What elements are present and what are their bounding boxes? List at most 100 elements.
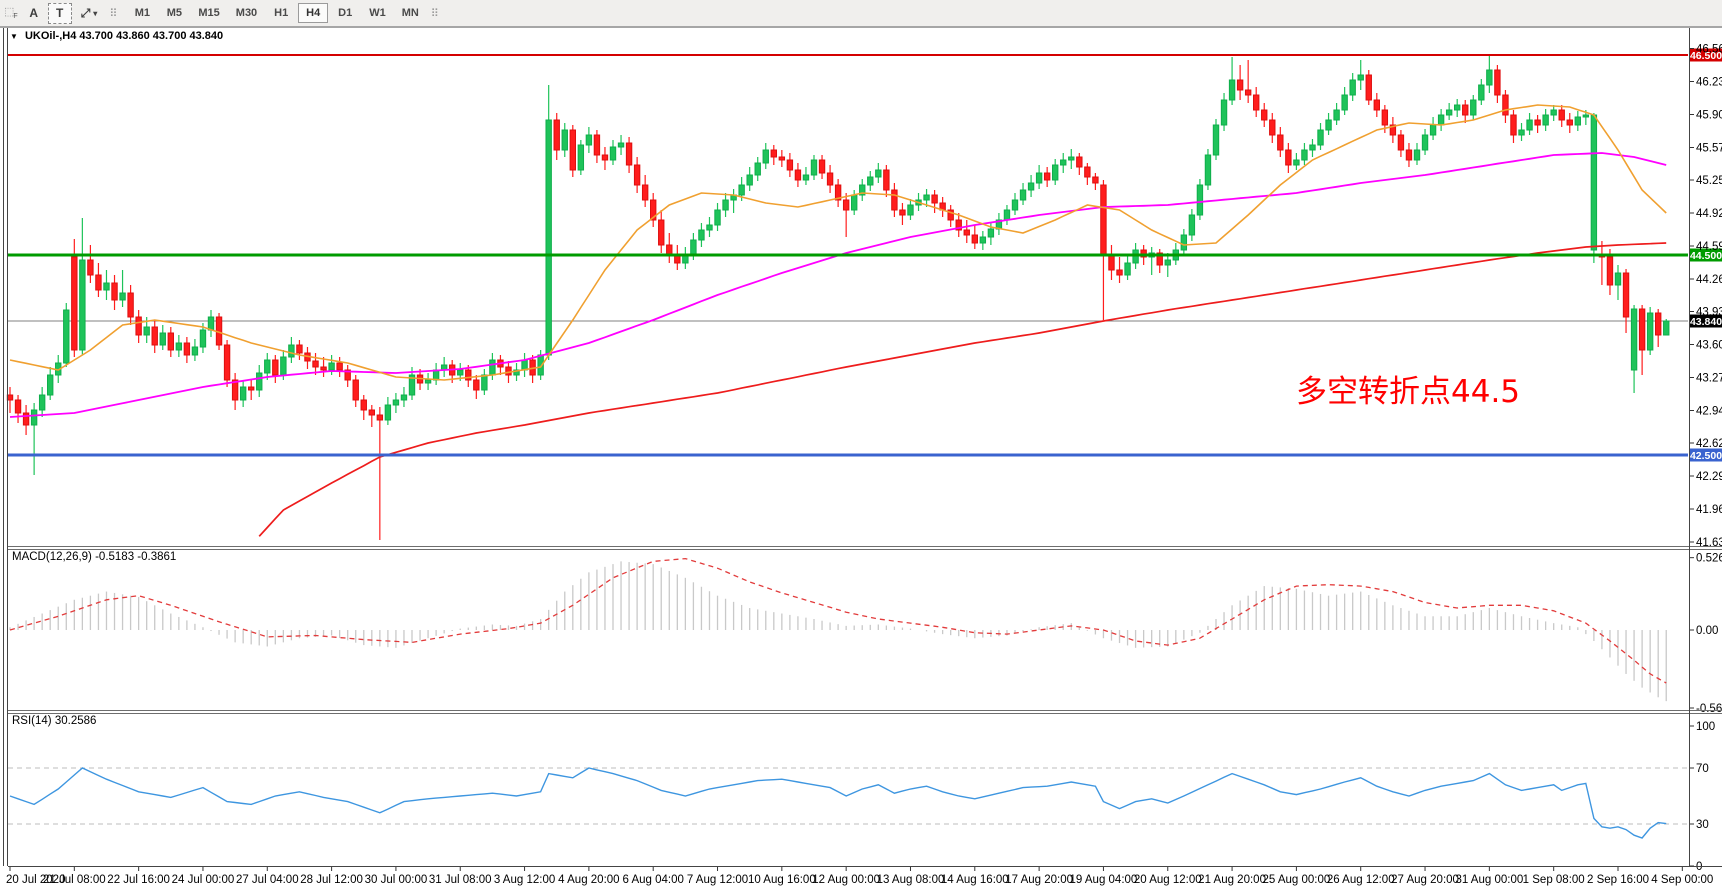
svg-text:44.260: 44.260 bbox=[1696, 274, 1722, 286]
timeframe-button-w1[interactable]: W1 bbox=[362, 3, 393, 23]
chart-title[interactable]: ▼ UKOil-,H4 43.700 43.860 43.700 43.840 bbox=[10, 30, 223, 42]
chart-text-annotation[interactable]: 多空转折点44.5 bbox=[1296, 374, 1521, 410]
svg-text:25 Aug 00:00: 25 Aug 00:00 bbox=[1263, 874, 1331, 886]
symbol-period-label: UKOil-,H4 bbox=[24, 30, 77, 42]
svg-text:41.630: 41.630 bbox=[1696, 537, 1722, 549]
svg-text:43.840: 43.840 bbox=[1690, 316, 1722, 328]
main-price-panel: 46.500 44.500 42.500 43.840 bbox=[6, 48, 1722, 540]
svg-text:27 Jul 04:00: 27 Jul 04:00 bbox=[236, 874, 299, 886]
svg-text:-0.5681: -0.5681 bbox=[1696, 703, 1722, 715]
svg-text:27 Aug 20:00: 27 Aug 20:00 bbox=[1391, 874, 1459, 886]
macd-name: MACD(12,26,9) bbox=[12, 551, 92, 563]
text-tool-button[interactable]: T bbox=[47, 2, 72, 24]
cursor-arrows-tool-button[interactable]: ⤢ ▾ bbox=[74, 3, 105, 24]
toolbar-grip2-icon[interactable]: ⠿ bbox=[109, 7, 117, 20]
svg-text:43.935: 43.935 bbox=[1696, 307, 1722, 319]
svg-text:42.945: 42.945 bbox=[1696, 406, 1722, 418]
svg-text:41.960: 41.960 bbox=[1696, 504, 1722, 516]
rsi-indicator-label: RSI(14) 30.2586 bbox=[12, 715, 96, 727]
timeframe-button-m1[interactable]: M1 bbox=[127, 3, 157, 23]
svg-text:43.605: 43.605 bbox=[1696, 340, 1722, 352]
svg-text:13 Aug 08:00: 13 Aug 08:00 bbox=[877, 874, 945, 886]
svg-text:42.620: 42.620 bbox=[1696, 438, 1722, 450]
macd-panel: 0.5268 0.00 -0.5681 bbox=[9, 553, 1722, 715]
svg-text:7 Aug 12:00: 7 Aug 12:00 bbox=[687, 874, 748, 886]
panel-borders bbox=[0, 27, 1722, 867]
double-arrow-icon: ⤢ bbox=[80, 5, 91, 20]
symbol-dropdown-icon[interactable]: ▼ bbox=[10, 32, 18, 41]
level-price-badge bbox=[1690, 248, 1722, 262]
svg-text:30: 30 bbox=[1696, 819, 1709, 831]
chart-plot-area[interactable] bbox=[8, 28, 1688, 866]
toolbar: ⬚F A T ⤢ ▾ ⠿ M1 M5 M15 M30 H1 H4 D1 W1 MN ⠿ bbox=[0, 0, 1722, 27]
rsi-line bbox=[9, 767, 1667, 839]
grip-f-label: F bbox=[13, 13, 17, 21]
rsi-panel: 10070300 bbox=[8, 721, 1715, 873]
current-price-badge bbox=[1690, 314, 1722, 328]
macd-signal-line bbox=[9, 557, 1667, 684]
svg-text:44.920: 44.920 bbox=[1696, 208, 1722, 220]
svg-text:70: 70 bbox=[1696, 763, 1709, 775]
svg-text:31 Aug 00:00: 31 Aug 00:00 bbox=[1455, 874, 1523, 886]
ma-slow-line bbox=[258, 242, 1667, 537]
svg-text:17 Aug 20:00: 17 Aug 20:00 bbox=[1005, 874, 1073, 886]
svg-text:45.250: 45.250 bbox=[1696, 175, 1722, 187]
level-price-badge bbox=[1690, 48, 1722, 62]
svg-text:42.500: 42.500 bbox=[1690, 450, 1722, 462]
svg-text:22 Jul 16:00: 22 Jul 16:00 bbox=[107, 874, 170, 886]
svg-text:100: 100 bbox=[1696, 721, 1715, 733]
timeframe-button-m30[interactable]: M30 bbox=[229, 3, 264, 23]
ma-fast-line bbox=[9, 104, 1667, 381]
macd-indicator-label: MACD(12,26,9) -0.5183 -0.3861 bbox=[12, 551, 176, 563]
level-price-badge bbox=[1690, 448, 1722, 462]
svg-text:14 Aug 16:00: 14 Aug 16:00 bbox=[941, 874, 1009, 886]
svg-text:30 Jul 00:00: 30 Jul 00:00 bbox=[365, 874, 428, 886]
svg-text:12 Aug 00:00: 12 Aug 00:00 bbox=[812, 874, 880, 886]
rsi-value: 30.2586 bbox=[54, 715, 97, 727]
timeframe-button-h4[interactable]: H4 bbox=[298, 3, 329, 23]
svg-text:46.565: 46.565 bbox=[1696, 44, 1722, 56]
svg-text:3 Aug 12:00: 3 Aug 12:00 bbox=[494, 874, 555, 886]
svg-text:0.00: 0.00 bbox=[1696, 625, 1718, 637]
svg-text:19 Aug 04:00: 19 Aug 04:00 bbox=[1070, 874, 1138, 886]
svg-text:21 Jul 08:00: 21 Jul 08:00 bbox=[43, 874, 106, 886]
timeframe-button-m5[interactable]: M5 bbox=[159, 3, 189, 23]
svg-text:45.905: 45.905 bbox=[1696, 110, 1722, 122]
svg-text:20 Jul 2020: 20 Jul 2020 bbox=[6, 874, 65, 886]
svg-text:44.590: 44.590 bbox=[1696, 241, 1722, 253]
svg-text:46.235: 46.235 bbox=[1696, 77, 1722, 89]
svg-text:43.275: 43.275 bbox=[1696, 373, 1722, 385]
svg-text:26 Aug 12:00: 26 Aug 12:00 bbox=[1327, 874, 1395, 886]
svg-text:28 Jul 12:00: 28 Jul 12:00 bbox=[300, 874, 363, 886]
toolbar-grip3-icon[interactable]: ⠿ bbox=[430, 7, 439, 20]
svg-text:2 Sep 16:00: 2 Sep 16:00 bbox=[1587, 874, 1649, 886]
svg-text:46.500: 46.500 bbox=[1690, 50, 1722, 62]
svg-text:10 Aug 16:00: 10 Aug 16:00 bbox=[748, 874, 816, 886]
timeframe-button-d1[interactable]: D1 bbox=[330, 3, 360, 23]
dropdown-caret-icon: ▾ bbox=[93, 8, 98, 18]
rsi-name: RSI(14) bbox=[12, 715, 52, 727]
macd-values: -0.5183 -0.3861 bbox=[95, 551, 177, 563]
timeframe-button-group: M1 M5 M15 M30 H1 H4 D1 W1 MN bbox=[126, 3, 426, 23]
svg-text:21 Aug 20:00: 21 Aug 20:00 bbox=[1198, 874, 1266, 886]
timeframe-button-mn[interactable]: MN bbox=[395, 3, 426, 23]
svg-text:45.575: 45.575 bbox=[1696, 143, 1722, 155]
timeframe-button-h1[interactable]: H1 bbox=[266, 3, 296, 23]
dotted-square-icon: ⬚ bbox=[4, 6, 14, 19]
ohlc-values-label: 43.700 43.860 43.700 43.840 bbox=[79, 30, 224, 42]
toolbar-grip-icon[interactable]: ⬚F bbox=[0, 5, 21, 20]
svg-text:6 Aug 04:00: 6 Aug 04:00 bbox=[622, 874, 683, 886]
arrow-style-tool-button[interactable]: A bbox=[22, 3, 46, 24]
svg-text:4 Aug 20:00: 4 Aug 20:00 bbox=[558, 874, 619, 886]
timeframe-button-m15[interactable]: M15 bbox=[191, 3, 226, 23]
svg-text:1 Sep 08:00: 1 Sep 08:00 bbox=[1523, 874, 1585, 886]
svg-text:44.500: 44.500 bbox=[1690, 250, 1722, 262]
svg-text:20 Aug 12:00: 20 Aug 12:00 bbox=[1134, 874, 1202, 886]
price-axis: 46.565 46.235 45.905 45.575 45.250 44.920 44.5… bbox=[1689, 44, 1722, 549]
macd-histogram bbox=[9, 561, 1667, 702]
svg-text:0.5268: 0.5268 bbox=[1696, 553, 1722, 565]
svg-text:31 Jul 08:00: 31 Jul 08:00 bbox=[429, 874, 492, 886]
